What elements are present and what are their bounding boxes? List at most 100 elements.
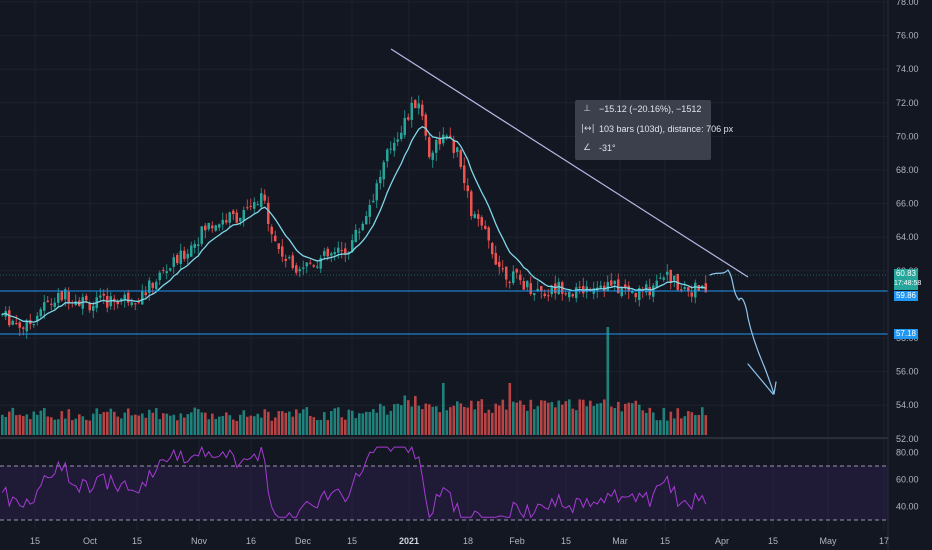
candle-body (564, 293, 567, 295)
rsi-axis: 80.00 60.00 40.00 (896, 448, 919, 512)
volume-bar (123, 412, 127, 435)
volume-bar (494, 403, 498, 435)
candle-body (403, 117, 406, 136)
volume-bar (536, 406, 540, 435)
volume-bar (302, 409, 305, 435)
volume-bar (274, 417, 277, 435)
candle-body (88, 302, 91, 311)
volume-bar (603, 399, 606, 435)
candle-body (477, 214, 480, 219)
volume-bar (214, 418, 218, 435)
volume-bar (326, 420, 330, 435)
ema-line (2, 126, 706, 323)
candle-body (368, 204, 371, 217)
rsi-line (1, 445, 707, 519)
level-tag-57-18[interactable]: 57.18 (894, 329, 918, 339)
candle-body (127, 292, 130, 303)
candle-body (302, 267, 305, 269)
time-tick-label: Apr (715, 536, 729, 546)
level-tag-59-86[interactable]: 59.86 (894, 291, 918, 301)
candle-body (344, 248, 347, 255)
candle-body (603, 285, 606, 291)
volume-bar (218, 416, 221, 435)
candle-body (400, 132, 403, 140)
price-tick-label: 52.00 (896, 434, 919, 444)
volume-bar (102, 412, 106, 435)
time-axis[interactable]: 15 Oct 15 Nov 16 Dec 15 2021 18 Feb 15 Mar 15 Apr 15 Ma… (30, 536, 889, 546)
volume-bar (249, 415, 253, 435)
volume-bar (431, 406, 435, 435)
volume-bar (694, 415, 697, 435)
candle-body (505, 266, 508, 280)
candle-body (421, 104, 424, 117)
candle-body (365, 216, 368, 225)
candle-body (253, 202, 256, 209)
volume-bar (141, 413, 144, 435)
volume-bar (298, 413, 302, 435)
volume-bar (197, 409, 200, 435)
volume-bar (351, 410, 354, 435)
volume-bar (337, 407, 340, 435)
volume-bar (568, 399, 571, 435)
volume-bar (508, 383, 512, 435)
volume-bar (610, 406, 613, 435)
price-axis[interactable]: 78.00 76.00 74.00 72.00 70.00 68.00 66.00 64.00… (896, 0, 919, 444)
volume-bar (669, 411, 673, 435)
volume-bar (57, 419, 60, 435)
candle-body (568, 291, 571, 298)
volume-bar (456, 401, 459, 435)
volume-bar (134, 414, 137, 435)
candle-body (197, 244, 200, 246)
candle-body (162, 269, 165, 271)
candle-body (330, 253, 333, 256)
volume-bar (29, 419, 32, 435)
volume-bar (701, 407, 704, 435)
candle-body (277, 243, 280, 250)
volume-bar (676, 408, 680, 435)
volume-bar (697, 414, 701, 435)
volume-bar (452, 405, 456, 435)
candle-body (11, 320, 14, 325)
volume-bar (400, 405, 403, 435)
candle-body (183, 250, 186, 259)
volume-bar (540, 400, 543, 435)
candle-body (386, 149, 389, 162)
volume-bar (666, 420, 669, 435)
volume-bar (480, 399, 484, 435)
volume-bar (564, 401, 568, 435)
candle-body (22, 327, 25, 329)
candle-body (540, 286, 543, 292)
trendline[interactable] (390, 48, 749, 278)
volume-bar (421, 409, 424, 435)
candle-body (60, 290, 63, 301)
candle-body (144, 292, 147, 296)
candle-body (536, 288, 539, 292)
candle-body (1, 314, 4, 316)
candle-body (372, 200, 375, 203)
volume-bar (484, 412, 487, 435)
volume-bar (183, 417, 186, 435)
measure-price-change: −15.12 (−20.16%), −1512 (599, 104, 702, 114)
volume-bar (113, 411, 116, 435)
candle-body (340, 250, 343, 252)
volume-bar (151, 412, 155, 435)
volume-bar (403, 395, 407, 435)
volume-bar (512, 401, 515, 435)
candle-body (169, 268, 172, 271)
volume-bar (333, 408, 337, 435)
volume-bar (438, 412, 442, 435)
volume-bar (165, 413, 169, 435)
candle-body (498, 261, 501, 267)
candle-body (480, 217, 483, 226)
candle-body (288, 257, 291, 259)
volume-bar (162, 413, 165, 435)
projection-path[interactable] (709, 269, 777, 395)
volume-bar (88, 420, 92, 435)
candle-body (8, 310, 11, 326)
volume-bar (270, 420, 274, 435)
candle-body (382, 162, 385, 180)
candle-body (417, 103, 420, 109)
volume-bar (487, 409, 491, 435)
candle-body (295, 265, 298, 273)
